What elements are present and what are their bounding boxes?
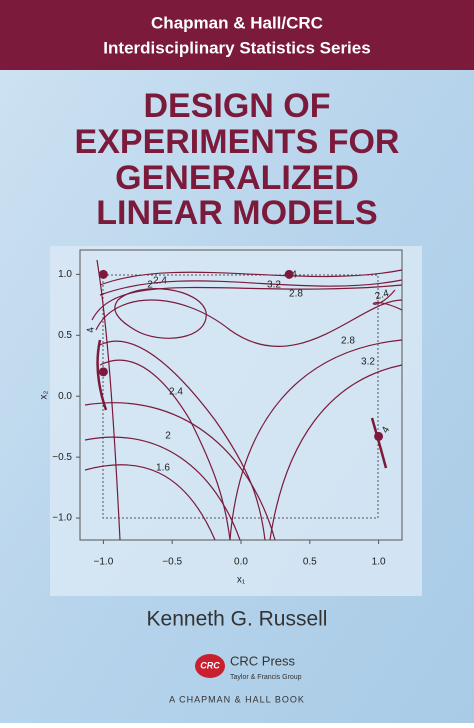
title-line: DESIGN OF [143,87,330,125]
design-region [102,274,379,519]
contour-line [95,299,403,348]
series-line: Interdisciplinary Statistics Series [103,38,370,57]
contours [84,259,403,541]
contour-line [370,417,388,469]
design-point [98,367,108,377]
y-tick-label: 1.0 [58,269,72,280]
contour-label: 4 [291,270,297,281]
contour-line [372,289,403,311]
y-tick-label: −0.5 [52,452,72,463]
y-axis-label: x₂ [39,390,50,399]
x-tick-label: −0.5 [162,557,182,568]
contour-label: 4 [380,425,393,436]
title-line: GENERALIZED [115,159,359,197]
contour-line [84,436,241,541]
x-tick-label: −1.0 [94,557,114,568]
contour-label: 2.4 [374,288,391,302]
contour-label: 3.2 [361,357,375,368]
y-tick-label: −1.0 [52,513,72,524]
author: Kenneth G. Russell [147,608,328,631]
series-line: Chapman & Hall/CRC [151,13,323,32]
x-tick-label: 1.0 [372,557,386,568]
contour-line [96,339,108,411]
publisher-name: CRC Press [230,653,296,668]
contour-line [84,402,276,541]
contour-label: 2.8 [341,336,355,347]
y-tick-label: 0.5 [58,330,72,341]
x-axis-label: x₁ [237,575,246,586]
contour-line [84,464,216,541]
design-point [374,431,384,441]
contour-label: 1.6 [156,463,170,474]
contour-label: 3.2 [267,280,281,291]
imprint: A CHAPMAN & HALL BOOK [169,694,305,704]
design-point [284,269,294,279]
y-tick-label: 0.0 [58,391,72,402]
contour-label: 2.4 [153,276,167,287]
design-point [98,269,108,279]
contour-line [269,364,403,541]
contour-label: 4 [85,326,97,334]
title-line: EXPERIMENTS FOR [75,123,400,161]
title-line: LINEAR MODELS [96,194,377,232]
header-band [0,0,474,70]
crc-logo [195,654,225,678]
contour-line [99,269,403,286]
contour-line [99,340,266,541]
logo-text: CRC [200,660,220,670]
contour-line [96,259,121,541]
plot-panel [50,246,422,596]
contour-label: 2.4 [169,387,183,398]
contour-line [99,279,403,296]
contour-label: 2.8 [289,289,303,300]
contour-line [229,339,403,541]
contour-label: 2 [165,431,171,442]
contour-label: 2 [147,280,153,291]
publisher-group: Taylor & Francis Group [230,674,302,681]
x-tick-label: 0.0 [234,557,248,568]
contour-line [91,284,403,321]
x-tick-label: 0.5 [303,557,317,568]
